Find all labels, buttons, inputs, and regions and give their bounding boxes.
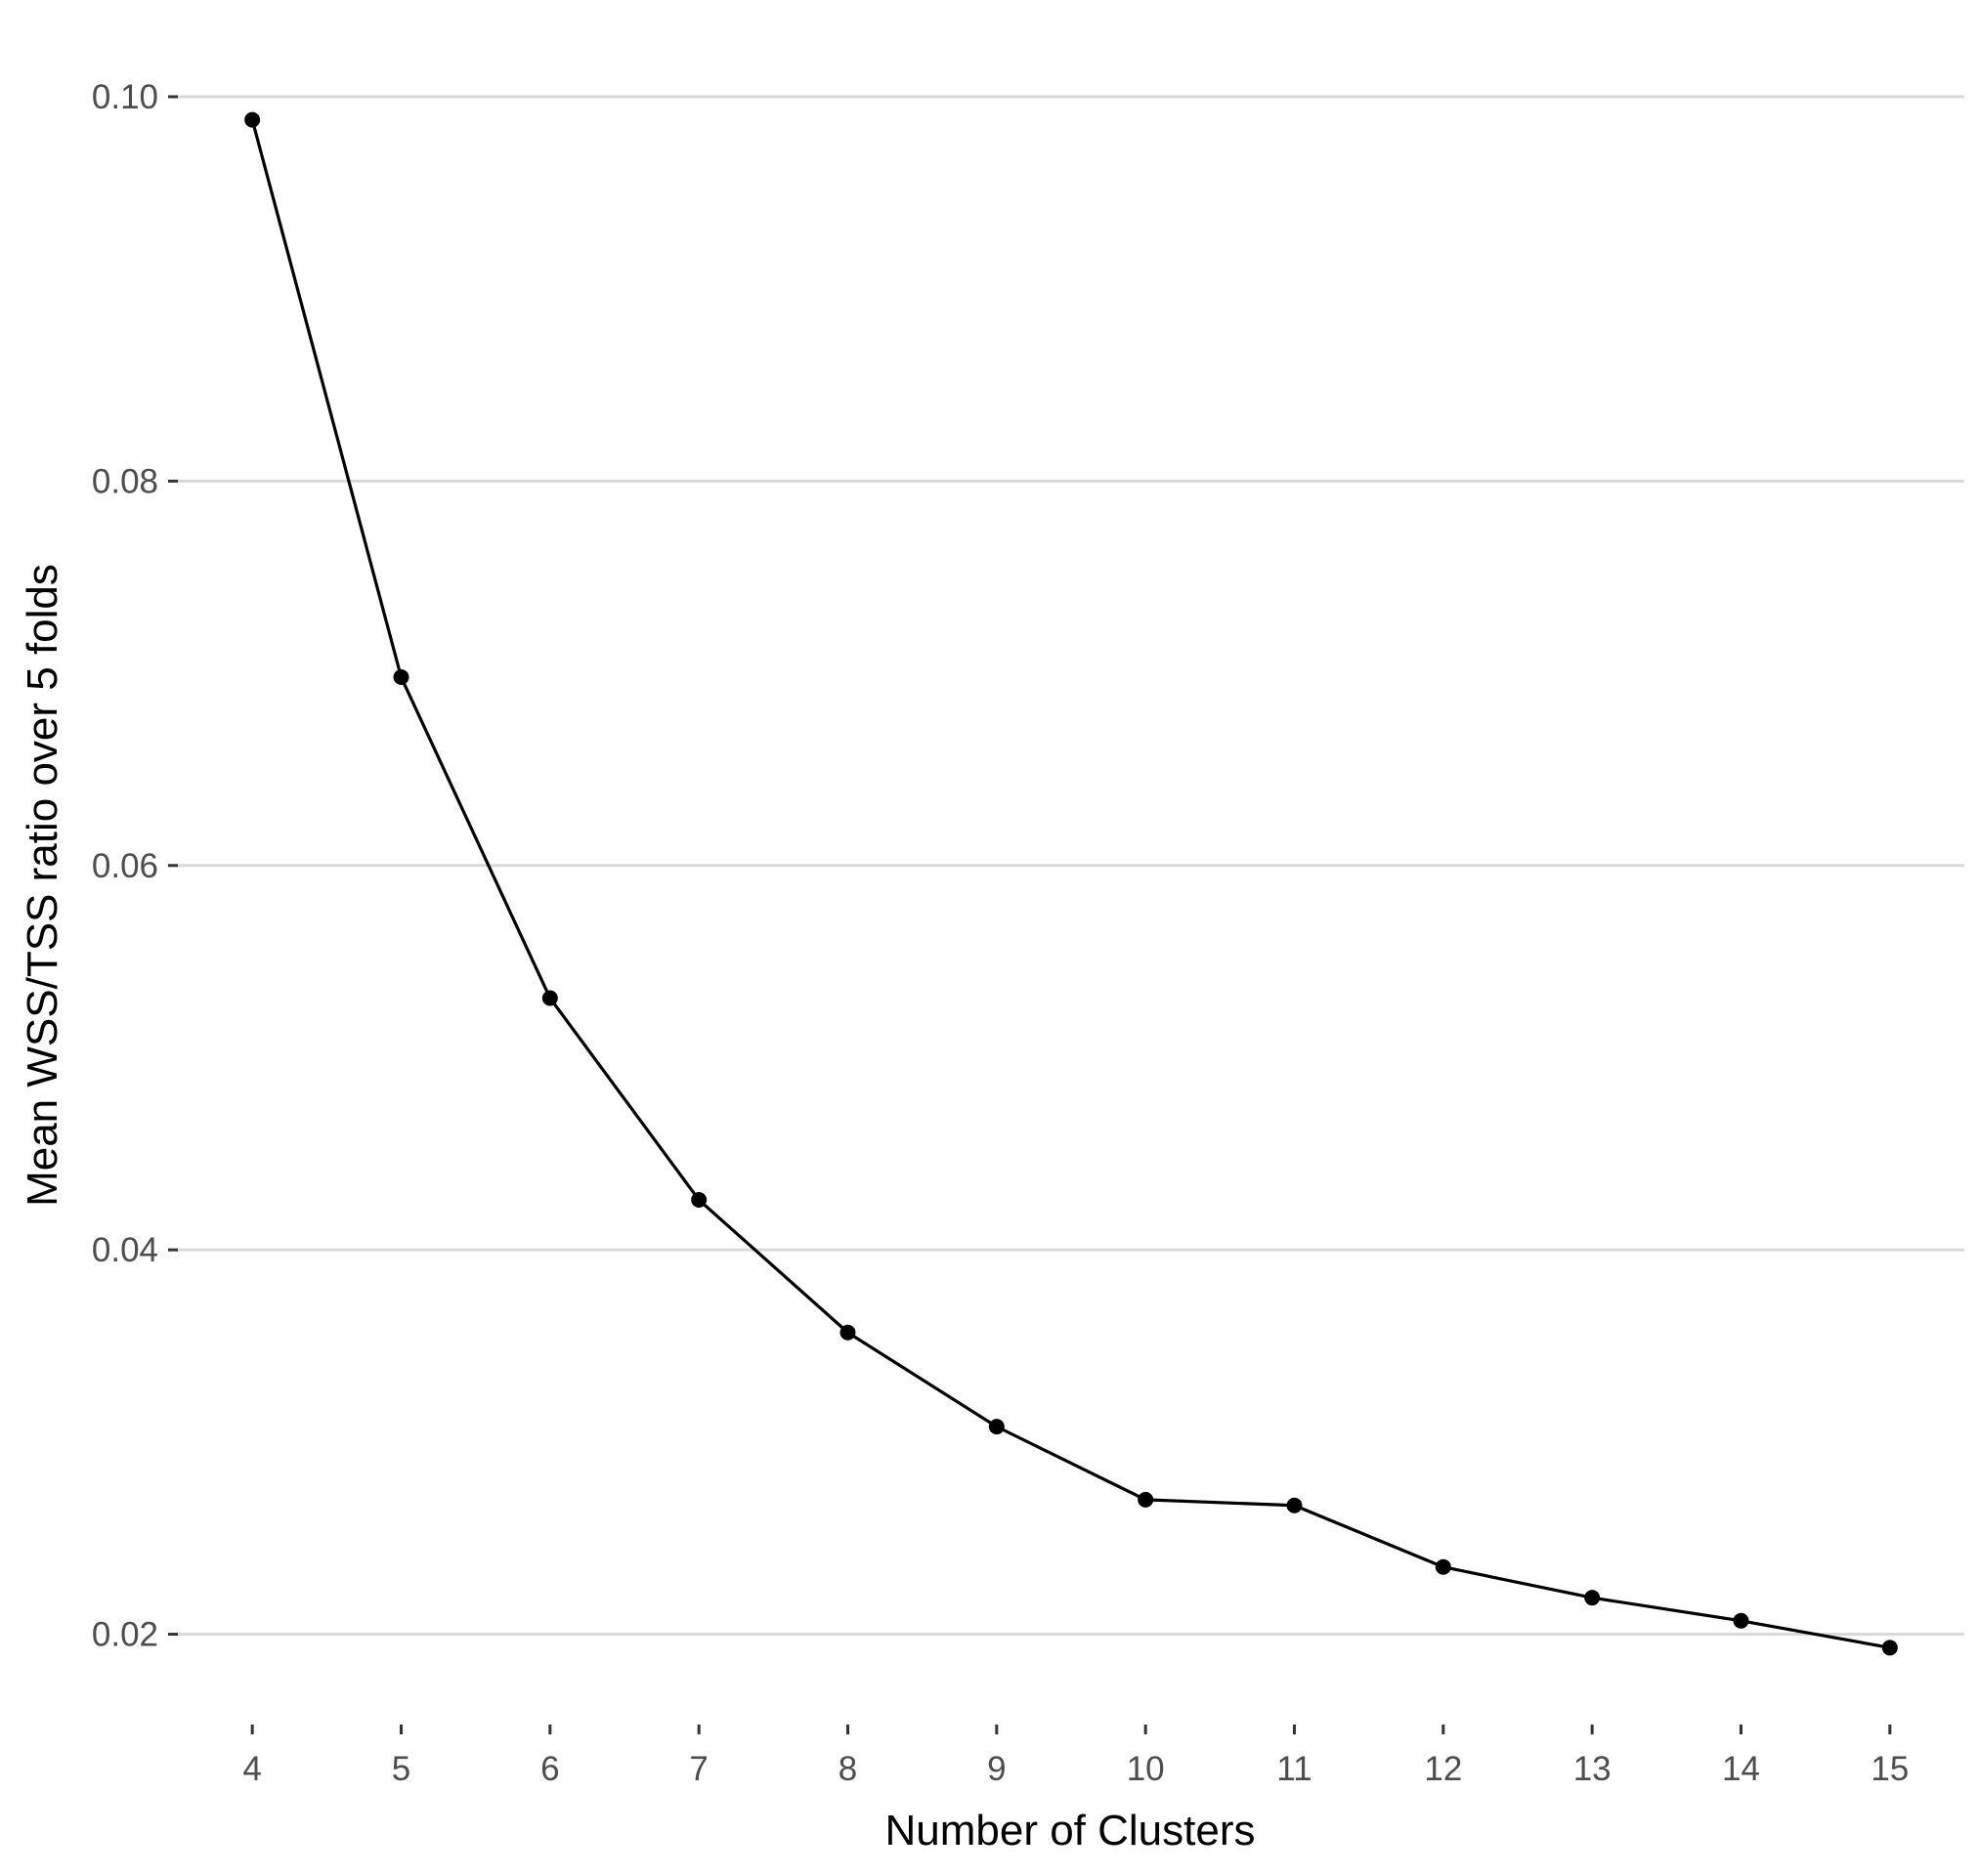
data-point <box>988 1419 1005 1435</box>
x-tick-label: 9 <box>987 1750 1006 1788</box>
data-point <box>1881 1640 1898 1656</box>
data-point <box>1733 1612 1749 1629</box>
data-point <box>1286 1497 1303 1514</box>
y-tick-label: 0.10 <box>92 78 158 116</box>
data-point <box>839 1324 856 1341</box>
series-line <box>250 118 1892 1649</box>
data-point <box>1584 1590 1601 1606</box>
series-line-layer <box>250 118 1892 1649</box>
data-point <box>393 669 409 686</box>
x-tick-label: 10 <box>1127 1750 1165 1788</box>
y-tick-label: 0.06 <box>92 847 158 885</box>
x-tick-label: 6 <box>540 1750 559 1788</box>
x-tick-label: 5 <box>392 1750 410 1788</box>
x-tick-label: 4 <box>242 1750 261 1788</box>
data-point <box>691 1192 708 1209</box>
x-axis-ticks: 4 5 6 7 8 9 10 11 12 13 14 15 <box>242 1725 1909 1788</box>
y-axis-title: Mean WSS/TSS ratio over 5 folds <box>19 564 66 1207</box>
x-axis-title: Number of Clusters <box>884 1807 1255 1855</box>
y-tick-label: 0.04 <box>92 1231 158 1269</box>
y-tick-label: 0.02 <box>92 1616 158 1654</box>
x-tick-label: 14 <box>1722 1750 1760 1788</box>
y-tick-label: 0.08 <box>92 462 158 500</box>
y-axis-ticks: 0.02 0.04 0.06 0.08 0.10 <box>92 78 178 1654</box>
x-tick-label: 7 <box>689 1750 708 1788</box>
series-points <box>244 111 1898 1656</box>
x-tick-label: 11 <box>1276 1750 1312 1788</box>
gridlines <box>178 95 1964 1637</box>
x-tick-label: 12 <box>1424 1750 1462 1788</box>
data-point <box>244 111 261 128</box>
x-tick-label: 15 <box>1870 1750 1909 1788</box>
data-point <box>1138 1491 1154 1508</box>
x-tick-label: 8 <box>838 1750 857 1788</box>
x-tick-label: 13 <box>1573 1750 1612 1788</box>
data-point <box>541 990 558 1006</box>
data-point <box>1435 1558 1451 1575</box>
